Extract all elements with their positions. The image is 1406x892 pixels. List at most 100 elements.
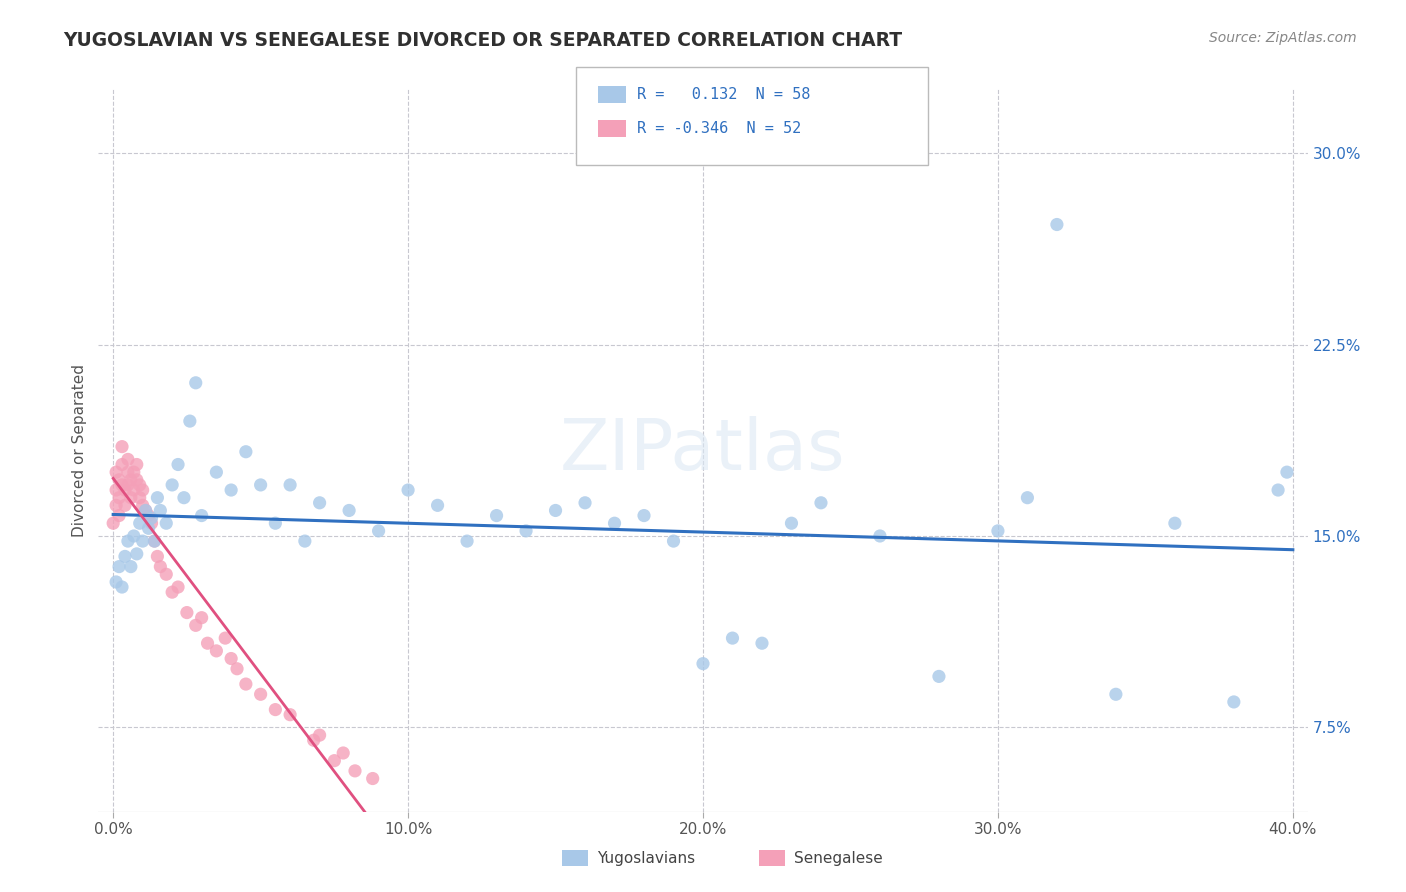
Point <box>120 559 142 574</box>
Point <box>1223 695 1246 709</box>
Point <box>987 524 1010 538</box>
Point <box>662 534 685 549</box>
Point <box>396 483 419 497</box>
Point <box>141 516 163 531</box>
Point <box>160 478 183 492</box>
Point <box>721 631 744 645</box>
Point <box>138 521 160 535</box>
Point <box>205 465 228 479</box>
Point <box>143 534 166 549</box>
Point <box>117 534 139 549</box>
Point <box>108 473 131 487</box>
Point <box>264 516 287 531</box>
Point <box>264 703 287 717</box>
Point <box>574 496 596 510</box>
Point <box>101 516 124 531</box>
Point <box>131 483 153 497</box>
Point <box>155 567 177 582</box>
Point <box>108 491 131 505</box>
Point <box>190 610 212 624</box>
Text: R =   0.132  N = 58: R = 0.132 N = 58 <box>637 87 810 102</box>
Point <box>105 483 128 497</box>
Point <box>138 508 160 523</box>
Point <box>108 559 131 574</box>
Point <box>780 516 803 531</box>
Point <box>751 636 773 650</box>
Point <box>456 534 478 549</box>
Point <box>544 503 567 517</box>
Point <box>141 511 163 525</box>
Text: Senegalese: Senegalese <box>794 851 883 865</box>
Text: Yugoslavians: Yugoslavians <box>598 851 696 865</box>
Point <box>105 574 128 589</box>
Point <box>249 478 271 492</box>
Point <box>1275 465 1298 479</box>
Point <box>114 499 136 513</box>
Point <box>1017 491 1039 505</box>
Point <box>167 458 190 472</box>
Point <box>111 580 134 594</box>
Point <box>1267 483 1289 497</box>
Point <box>249 687 271 701</box>
Point <box>131 534 153 549</box>
Point <box>125 458 148 472</box>
Point <box>343 764 366 778</box>
Point <box>219 651 242 665</box>
Point <box>125 547 148 561</box>
Point <box>111 478 134 492</box>
Point <box>117 452 139 467</box>
Point <box>117 465 139 479</box>
Point <box>308 728 330 742</box>
Text: R = -0.346  N = 52: R = -0.346 N = 52 <box>637 121 801 136</box>
Point <box>122 465 145 479</box>
Point <box>1105 687 1128 701</box>
Point <box>120 473 142 487</box>
Point <box>108 508 131 523</box>
Point <box>120 491 142 505</box>
Point <box>197 636 219 650</box>
Point <box>367 524 389 538</box>
Point <box>111 440 134 454</box>
Point <box>117 478 139 492</box>
Point <box>155 516 177 531</box>
Point <box>205 644 228 658</box>
Point <box>184 376 207 390</box>
Point <box>149 503 172 517</box>
Point <box>302 733 325 747</box>
Point <box>869 529 891 543</box>
Point <box>928 669 950 683</box>
Point <box>135 503 157 517</box>
Point <box>173 491 195 505</box>
Point <box>128 516 150 531</box>
Point <box>135 503 157 517</box>
Point <box>176 606 198 620</box>
Point <box>179 414 201 428</box>
Point <box>235 444 257 458</box>
Point <box>219 483 242 497</box>
Point <box>603 516 626 531</box>
Point <box>184 618 207 632</box>
Text: ZIPatlas: ZIPatlas <box>560 416 846 485</box>
Point <box>131 499 153 513</box>
Point <box>128 478 150 492</box>
Text: YUGOSLAVIAN VS SENEGALESE DIVORCED OR SEPARATED CORRELATION CHART: YUGOSLAVIAN VS SENEGALESE DIVORCED OR SE… <box>63 31 903 50</box>
Point <box>167 580 190 594</box>
Text: Source: ZipAtlas.com: Source: ZipAtlas.com <box>1209 31 1357 45</box>
Point <box>105 465 128 479</box>
Point <box>149 559 172 574</box>
Point <box>146 549 169 564</box>
Point <box>332 746 354 760</box>
Point <box>426 499 449 513</box>
Point <box>114 483 136 497</box>
Point <box>143 534 166 549</box>
Point <box>278 707 301 722</box>
Point <box>128 491 150 505</box>
Point <box>125 473 148 487</box>
Point <box>226 662 249 676</box>
Point <box>337 503 360 517</box>
Point <box>214 631 236 645</box>
Point <box>515 524 537 538</box>
Point <box>105 499 128 513</box>
Point <box>323 754 346 768</box>
Point <box>122 483 145 497</box>
